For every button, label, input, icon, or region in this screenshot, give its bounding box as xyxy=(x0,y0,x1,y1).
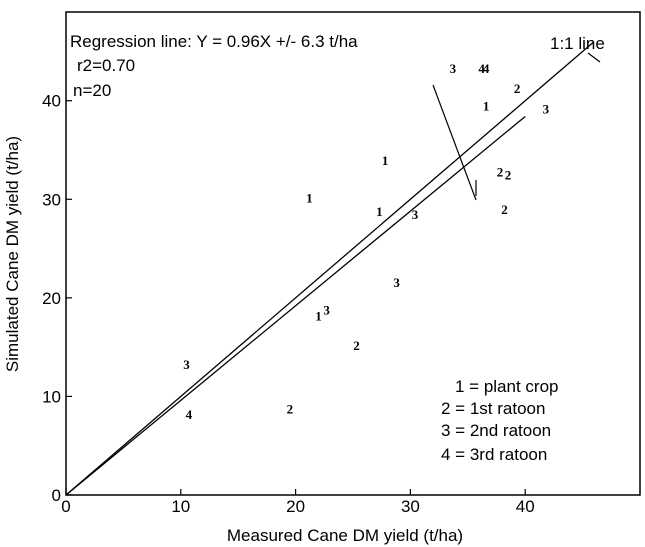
data-point: 2 xyxy=(497,165,504,180)
y-axis-label: Simulated Cane DM yield (t/ha) xyxy=(3,136,22,372)
y-tick-label: 30 xyxy=(42,190,61,209)
one-to-one-pointer xyxy=(587,52,601,63)
data-point: 3 xyxy=(183,357,190,372)
x-tick-label: 30 xyxy=(401,497,420,516)
data-point: 3 xyxy=(323,303,330,318)
legend-entry: 2 = 1st ratoon xyxy=(441,399,545,418)
regression-line xyxy=(65,115,526,496)
regression-annotation: Regression line: Y = 0.96X +/- 6.3 t/ha xyxy=(70,32,358,51)
data-point: 2 xyxy=(353,338,360,353)
n-annotation: n=20 xyxy=(73,81,111,100)
y-tick-label: 40 xyxy=(42,92,61,111)
data-point: 1 xyxy=(306,190,313,205)
r2-annotation: r2=0.70 xyxy=(77,56,135,75)
x-tick-label: 0 xyxy=(61,497,70,516)
plot-frame xyxy=(65,11,641,496)
data-point: 1 xyxy=(315,309,322,324)
legend-entry: 1 = plant crop xyxy=(455,377,559,396)
data-point: 2 xyxy=(501,202,508,217)
axis-ticks: 0 10 20 30 40 0 10 20 30 40 xyxy=(42,92,535,516)
one-to-one-line xyxy=(65,41,595,496)
data-point: 3 xyxy=(543,102,550,117)
data-point: 1 xyxy=(483,99,490,114)
data-point: 4 xyxy=(483,61,490,76)
data-point: 1 xyxy=(376,204,383,219)
legend: 1 = plant crop 2 = 1st ratoon 3 = 2nd ra… xyxy=(441,377,559,464)
data-point: 4 xyxy=(478,61,485,76)
data-point: 3 xyxy=(412,207,419,222)
y-tick-label: 10 xyxy=(42,387,61,406)
y-tick-label: 0 xyxy=(52,486,61,505)
data-point: 2 xyxy=(514,81,521,96)
regression-pointer-line xyxy=(432,84,477,201)
legend-entry: 3 = 2nd ratoon xyxy=(441,421,551,440)
data-point: 1 xyxy=(382,153,389,168)
y-tick-label: 20 xyxy=(42,289,61,308)
one-to-one-label: 1:1 line xyxy=(550,34,605,53)
x-axis-label: Measured Cane DM yield (t/ha) xyxy=(227,526,463,545)
x-tick-label: 10 xyxy=(171,497,190,516)
x-tick-label: 20 xyxy=(286,497,305,516)
data-point: 2 xyxy=(287,401,294,416)
trend-lines xyxy=(65,41,595,496)
data-point: 2 xyxy=(505,168,512,183)
x-tick-label: 40 xyxy=(516,497,535,516)
legend-entry: 4 = 3rd ratoon xyxy=(441,445,547,464)
data-point: 3 xyxy=(393,275,400,290)
data-point: 4 xyxy=(186,407,193,422)
data-point: 3 xyxy=(450,61,457,76)
